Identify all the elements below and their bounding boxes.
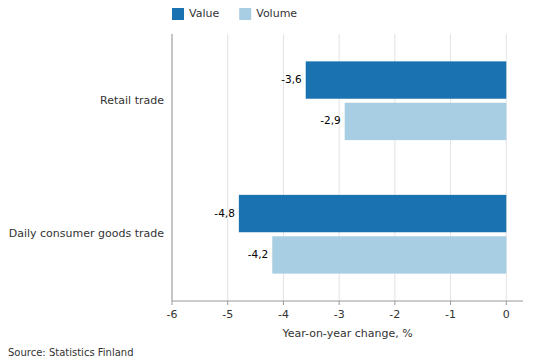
data-label: -4,2 bbox=[248, 248, 269, 260]
tick-mark bbox=[394, 301, 395, 305]
y-axis-line bbox=[172, 34, 173, 301]
chart: -6 -5 -4 -3 -2 -1 0 Daily consumer goods trade R… bbox=[0, 0, 539, 363]
legend-swatch bbox=[239, 8, 251, 20]
tick-label: -2 bbox=[389, 308, 400, 321]
bar bbox=[239, 195, 506, 232]
tick-label: -4 bbox=[278, 308, 289, 321]
source-note: Source: Statistics Finland bbox=[8, 347, 134, 358]
x-axis: -6 -5 -4 -3 -2 -1 0 bbox=[167, 301, 510, 321]
data-label: -4,8 bbox=[214, 207, 235, 219]
category-label: Daily consumer goods trade bbox=[9, 227, 164, 240]
tick-mark bbox=[506, 301, 507, 305]
tick-label: -6 bbox=[167, 308, 178, 321]
tick-label: 0 bbox=[503, 308, 510, 321]
grid-line bbox=[227, 34, 228, 301]
tick-mark bbox=[172, 301, 173, 305]
legend-label: Volume bbox=[256, 7, 297, 20]
tick-label: -1 bbox=[445, 308, 456, 321]
x-axis-line bbox=[172, 301, 523, 302]
legend-label: Value bbox=[189, 7, 219, 20]
bars bbox=[239, 61, 506, 273]
bar bbox=[345, 103, 507, 140]
data-label: -2,9 bbox=[320, 114, 341, 126]
data-label: -3,6 bbox=[281, 73, 302, 85]
tick-mark bbox=[339, 301, 340, 305]
tick-mark bbox=[227, 301, 228, 305]
legend-swatch bbox=[172, 8, 184, 20]
legend: Value Volume bbox=[172, 7, 297, 20]
grid bbox=[172, 34, 506, 301]
bar bbox=[306, 61, 507, 98]
grid-line bbox=[172, 34, 173, 301]
bar bbox=[272, 236, 506, 273]
data-labels: -4,8 -3,6 -4,2 -2,9 bbox=[214, 73, 340, 260]
x-axis-label: Year-on-year change, % bbox=[281, 327, 412, 340]
tick-label: -3 bbox=[334, 308, 345, 321]
tick-mark bbox=[283, 301, 284, 305]
category-label: Retail trade bbox=[100, 94, 164, 107]
tick-mark bbox=[450, 301, 451, 305]
tick-label: -5 bbox=[222, 308, 233, 321]
